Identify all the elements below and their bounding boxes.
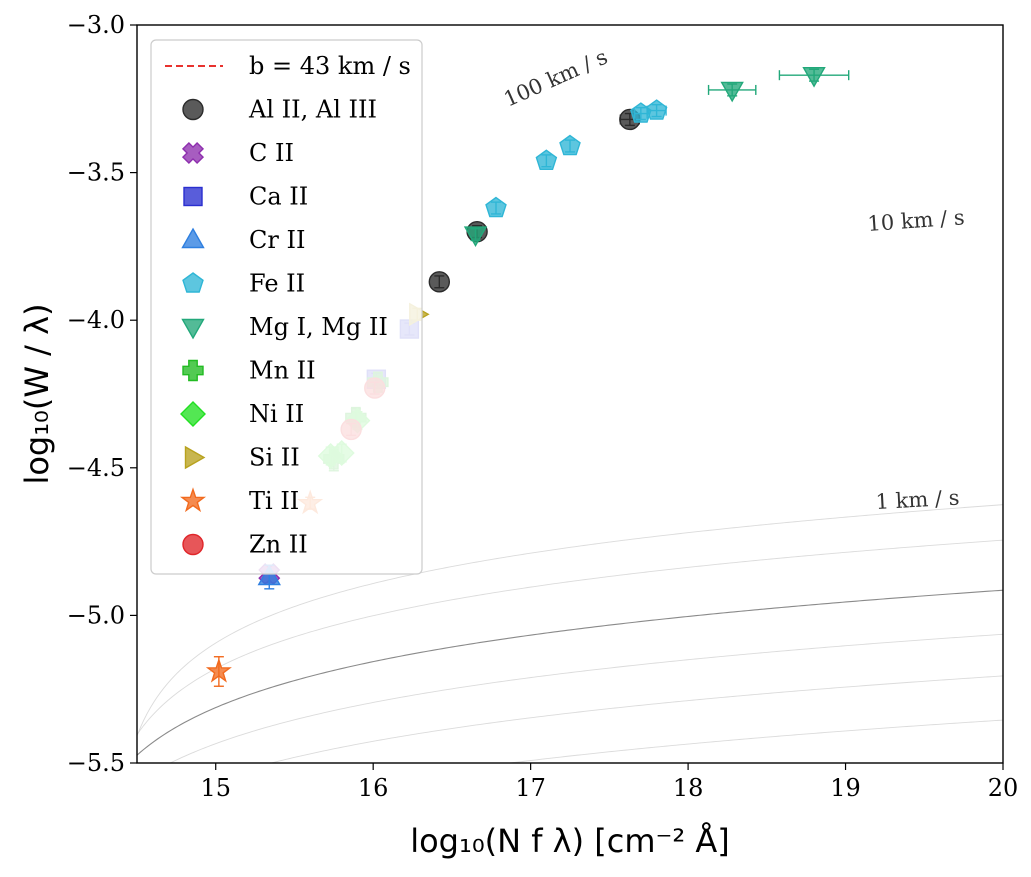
legend-item-ti-ii: Ti II bbox=[179, 487, 299, 515]
x-tick-label: 19 bbox=[830, 774, 861, 802]
legend-label: Mn II bbox=[249, 357, 316, 385]
x-tick-label: 15 bbox=[200, 774, 231, 802]
background-curve-5 bbox=[137, 504, 1003, 737]
legend-item-si-ii: Si II bbox=[184, 444, 300, 472]
point-al-ii-al-iii-0 bbox=[428, 271, 451, 293]
x-tick-label: 17 bbox=[515, 774, 546, 802]
legend-marker-mn-ii bbox=[182, 359, 204, 382]
legend-label: Zn II bbox=[249, 531, 308, 559]
legend-marker-si-ii bbox=[184, 445, 206, 470]
legend-label: Fe II bbox=[249, 270, 305, 298]
legend-label: Ca II bbox=[249, 183, 308, 211]
marker-fe-ii bbox=[645, 99, 668, 120]
point-fe-ii-0 bbox=[485, 196, 507, 218]
background-curve-3 bbox=[169, 633, 1003, 763]
legend-item-al-ii-al-iii: Al II, Al III bbox=[182, 96, 377, 124]
legend-label: Cr II bbox=[249, 226, 305, 254]
y-tick-label: −4.5 bbox=[67, 454, 125, 482]
legend-marker-mg-i-mg-ii bbox=[181, 318, 205, 340]
point-fe-ii-4 bbox=[645, 99, 668, 120]
x-tick-label: 16 bbox=[358, 774, 389, 802]
legend-label: Ni II bbox=[249, 400, 304, 428]
y-tick-label: −5.5 bbox=[67, 749, 125, 777]
plot-frame bbox=[136, 24, 1004, 764]
legend-label: Mg I, Mg II bbox=[249, 313, 388, 341]
legend-item-mg-i-mg-ii: Mg I, Mg II bbox=[181, 313, 388, 341]
reference-curve-1kms bbox=[137, 589, 1003, 756]
legend-marker-ti-ii bbox=[179, 487, 207, 513]
marker-mg-i-mg-ii bbox=[802, 66, 826, 88]
y-tick-label: −3.5 bbox=[67, 159, 125, 187]
reference-curves bbox=[137, 589, 1003, 756]
y-axis-ticks: −3.0 −3.5 −4.0 −4.5 −5.0 −5.5 bbox=[67, 11, 137, 777]
marker-cr-ii bbox=[257, 564, 281, 586]
legend-marker-cr-ii bbox=[181, 227, 205, 249]
reference-curve-label-10kms: 10 km / s bbox=[867, 205, 966, 236]
legend-marker-fe-ii bbox=[182, 272, 204, 293]
marker-al-ii-al-iii bbox=[428, 271, 451, 293]
marker-mg-i-mg-ii bbox=[463, 226, 488, 248]
legend-marker-ni-ii bbox=[180, 401, 206, 427]
legend-marker-zn-ii bbox=[182, 533, 204, 556]
legend-box bbox=[150, 39, 423, 575]
point-mg-i-mg-ii-2 bbox=[778, 66, 850, 88]
marker-mg-i-mg-ii bbox=[720, 81, 744, 103]
point-ti-ii-0 bbox=[205, 656, 232, 687]
legend-item-mn-ii: Mn II bbox=[182, 357, 316, 385]
reference-curve-label-100kms: 100 km / s bbox=[500, 45, 611, 112]
x-axis-label: log₁₀(N f λ) [cm⁻² Å] bbox=[410, 822, 730, 860]
legend-item-zn-ii: Zn II bbox=[182, 531, 308, 559]
y-axis-label: log₁₀(W / λ) bbox=[18, 303, 56, 484]
legend-marker-al-ii-al-iii bbox=[182, 98, 204, 121]
point-mg-i-mg-ii-0 bbox=[463, 226, 488, 248]
background-curves bbox=[137, 504, 1003, 763]
point-fe-ii-2 bbox=[559, 134, 581, 156]
legend-label: Ti II bbox=[249, 487, 299, 515]
legend-item-cr-ii: Cr II bbox=[181, 226, 305, 254]
legend-label: b = 43 km / s bbox=[249, 52, 411, 80]
legend-label: Al II, Al III bbox=[248, 96, 377, 124]
legend-marker-ca-ii bbox=[183, 186, 203, 207]
background-curve-2 bbox=[269, 675, 1003, 763]
y-tick-label: −5.0 bbox=[67, 601, 125, 629]
legend-item-fit-curve: b = 43 km / s bbox=[165, 52, 411, 80]
legend-item-fe-ii: Fe II bbox=[182, 270, 305, 298]
curve-labels: 100 km / s 10 km / s 1 km / s bbox=[500, 45, 965, 514]
legend-item-ni-ii: Ni II bbox=[180, 400, 304, 428]
background-curve-1 bbox=[506, 719, 1003, 763]
marker-fe-ii bbox=[485, 196, 507, 218]
point-fe-ii-1 bbox=[535, 149, 558, 170]
x-tick-label: 20 bbox=[988, 774, 1019, 802]
legend-label: Si II bbox=[249, 444, 300, 472]
marker-fe-ii bbox=[535, 149, 558, 170]
marker-fe-ii bbox=[559, 134, 581, 156]
legend: b = 43 km / s Al II, Al III C II Ca II Cr II… bbox=[150, 39, 423, 575]
legend-marker-c-ii bbox=[181, 141, 205, 165]
reference-curve-label-1kms: 1 km / s bbox=[875, 486, 960, 514]
background-curve-4 bbox=[137, 539, 1003, 735]
legend-label: C II bbox=[249, 139, 294, 167]
point-mg-i-mg-ii-1 bbox=[707, 81, 757, 103]
y-tick-label: −3.0 bbox=[67, 11, 125, 39]
x-tick-label: 18 bbox=[673, 774, 704, 802]
legend-item-ca-ii: Ca II bbox=[183, 183, 308, 211]
legend-item-c-ii: C II bbox=[181, 139, 294, 167]
x-axis-ticks: 15 16 17 18 19 20 bbox=[200, 763, 1018, 802]
marker-ti-ii bbox=[205, 657, 232, 683]
y-tick-label: −4.0 bbox=[67, 306, 125, 334]
